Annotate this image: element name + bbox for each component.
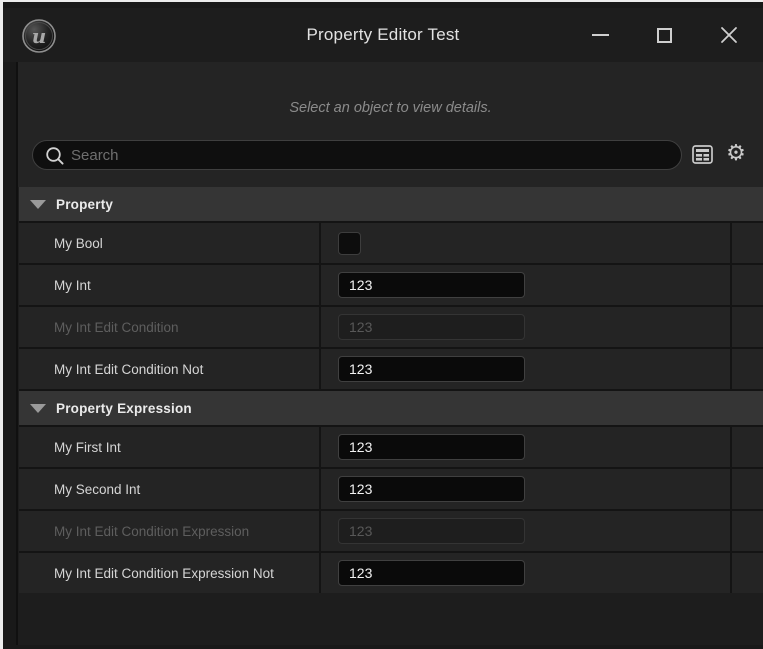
- property-row: My Int Edit Condition: [19, 307, 763, 347]
- property-row: My Int Edit Condition Not: [19, 349, 763, 389]
- property-name: My Int Edit Condition Expression Not: [54, 565, 274, 581]
- section-header-label: Property: [56, 196, 114, 212]
- property-name: My Bool: [54, 235, 103, 251]
- row-extra-cell: [732, 427, 763, 467]
- int-input[interactable]: [338, 434, 525, 460]
- row-extra-cell: [732, 265, 763, 305]
- chevron-down-icon: [30, 403, 46, 413]
- empty-selection-hint: Select an object to view details.: [289, 100, 492, 116]
- int-input[interactable]: [338, 518, 525, 544]
- row-extra-cell: [732, 223, 763, 263]
- property-name-cell[interactable]: My Int Edit Condition Expression: [19, 511, 319, 551]
- property-name: My Int Edit Condition Not: [54, 361, 204, 377]
- property-name-cell[interactable]: My First Int: [19, 427, 319, 467]
- section-rows: My Bool My Int My Int Edit Condition My …: [19, 223, 763, 389]
- title-bar[interactable]: u Property Editor Test: [3, 8, 763, 62]
- property-row: My Int: [19, 265, 763, 305]
- property-section: Property Expression My First Int My Seco…: [19, 391, 763, 593]
- int-input[interactable]: [338, 476, 525, 502]
- property-name: My First Int: [54, 439, 121, 455]
- minimize-icon: [592, 34, 609, 36]
- property-row: My Int Edit Condition Expression Not: [19, 553, 763, 593]
- int-input[interactable]: [338, 356, 525, 382]
- property-row: My Bool: [19, 223, 763, 263]
- minimize-button[interactable]: [584, 19, 617, 52]
- table-view-icon: [691, 144, 713, 164]
- property-name: My Int Edit Condition Expression: [54, 523, 250, 539]
- maximize-button[interactable]: [648, 19, 681, 52]
- close-button[interactable]: [712, 19, 745, 52]
- property-name-cell[interactable]: My Int Edit Condition Not: [19, 349, 319, 389]
- row-extra-cell: [732, 553, 763, 593]
- section-rows: My First Int My Second Int My Int Edit C…: [19, 427, 763, 593]
- view-settings-button[interactable]: ⚙: [725, 143, 747, 165]
- property-value-cell: [321, 511, 730, 551]
- section-header[interactable]: Property: [19, 187, 763, 221]
- search-box[interactable]: [32, 140, 682, 170]
- property-name-cell[interactable]: My Int Edit Condition Expression Not: [19, 553, 319, 593]
- searchbar-icons: ⚙: [691, 143, 747, 165]
- property-value-cell: [321, 307, 730, 347]
- property-value-cell: [321, 349, 730, 389]
- search-input[interactable]: [71, 141, 661, 169]
- section-header-label: Property Expression: [56, 400, 192, 416]
- row-extra-cell: [732, 307, 763, 347]
- row-extra-cell: [732, 349, 763, 389]
- details-header-area: Select an object to view details.: [18, 62, 763, 187]
- property-name-cell[interactable]: My Int Edit Condition: [19, 307, 319, 347]
- property-value-cell: [321, 223, 730, 263]
- close-icon: [720, 27, 737, 43]
- unreal-engine-logo-icon: u: [22, 19, 56, 53]
- property-row: My Second Int: [19, 469, 763, 509]
- details-panel: Select an object to view details.: [16, 62, 763, 645]
- chevron-down-icon: [30, 199, 46, 209]
- maximize-icon: [657, 27, 672, 43]
- property-value-cell: [321, 553, 730, 593]
- property-name-cell[interactable]: My Bool: [19, 223, 319, 263]
- window-title: Property Editor Test: [306, 25, 460, 44]
- int-input[interactable]: [338, 560, 525, 586]
- property-name: My Second Int: [54, 481, 141, 497]
- property-name: My Int: [54, 277, 91, 293]
- property-row: My Int Edit Condition Expression: [19, 511, 763, 551]
- property-name-cell[interactable]: My Second Int: [19, 469, 319, 509]
- search-row: ⚙: [32, 140, 763, 170]
- gear-icon: ⚙: [726, 141, 746, 166]
- property-name-cell[interactable]: My Int: [19, 265, 319, 305]
- int-input[interactable]: [338, 272, 525, 298]
- property-section: Property My Bool My Int My Int Edit Cond…: [19, 187, 763, 389]
- search-icon: [46, 147, 64, 165]
- section-header[interactable]: Property Expression: [19, 391, 763, 425]
- property-editor-window: u Property Editor Test Select an object …: [3, 2, 763, 649]
- row-extra-cell: [732, 511, 763, 551]
- window-controls: [584, 8, 745, 62]
- int-input[interactable]: [338, 314, 525, 340]
- svg-text:u: u: [32, 24, 47, 48]
- property-value-cell: [321, 469, 730, 509]
- property-grid: Property My Bool My Int My Int Edit Cond…: [19, 187, 763, 593]
- bool-checkbox[interactable]: [338, 231, 361, 255]
- property-value-cell: [321, 427, 730, 467]
- display-filter-button[interactable]: [691, 143, 713, 165]
- row-extra-cell: [732, 469, 763, 509]
- property-value-cell: [321, 265, 730, 305]
- property-row: My First Int: [19, 427, 763, 467]
- property-name: My Int Edit Condition: [54, 319, 179, 335]
